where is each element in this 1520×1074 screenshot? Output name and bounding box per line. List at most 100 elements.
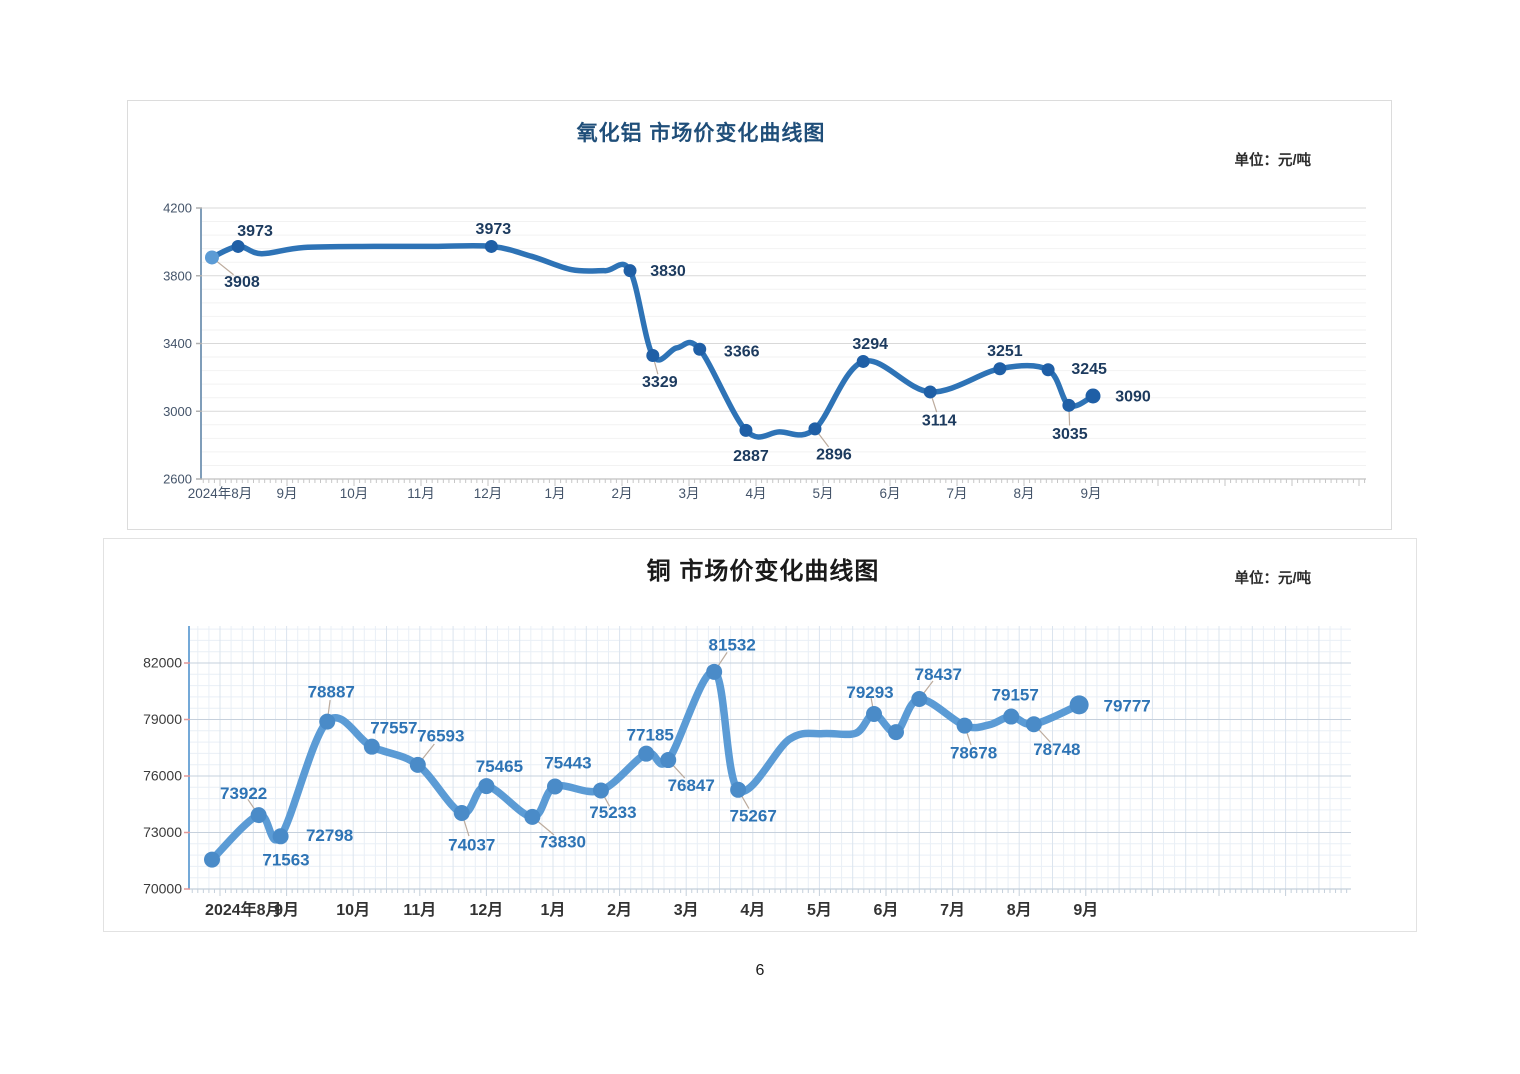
copper-chart-unit-label: 单位：元/吨: [1234, 571, 1311, 587]
data-point-value-label: 3294: [852, 336, 888, 353]
price-line: [208, 668, 1083, 864]
alumina-chart-plot: 2600 3000 3400 3800 4200 2024年8月 9月 10月 11月 12月 1月…: [163, 201, 1366, 502]
x-axis-month-label: 12月: [469, 901, 503, 919]
data-point-marker: [231, 239, 245, 253]
x-axis-month-label: 10月: [340, 486, 369, 501]
data-point-marker: [546, 778, 563, 795]
x-axis-month-label: 2024年8月: [205, 900, 282, 919]
data-point-value-label: 78437: [915, 665, 962, 684]
data-point-value-label: 77557: [370, 718, 417, 737]
data-point-marker: [484, 239, 498, 253]
alumina-chart-title: 氧化铝 市场价变化曲线图: [576, 122, 826, 145]
data-point-marker: [646, 349, 660, 363]
data-point-value-label: 79157: [992, 685, 1039, 704]
data-point-marker: [204, 851, 221, 868]
x-axis-month-label: 5月: [807, 901, 832, 919]
data-point-marker: [453, 804, 470, 821]
x-axis-month-label: 2024年8月: [188, 486, 253, 501]
data-point-marker: [409, 756, 426, 773]
data-point-marker: [706, 663, 723, 680]
data-point-marker: [739, 423, 753, 437]
data-point-value-label: 76593: [417, 727, 464, 746]
data-point-value-label: 78748: [1033, 740, 1080, 759]
axis-labels: 2600 3000 3400 3800 4200 2024年8月 9月 10月 11月 12月 1月…: [163, 201, 1101, 502]
alumina-chart-unit-label: 单位：元/吨: [1234, 153, 1311, 169]
x-axis-month-label: 7月: [946, 486, 967, 501]
data-point-value-label: 79293: [846, 683, 893, 702]
data-point-value-label: 73830: [539, 833, 586, 852]
data-point-value-label: 75465: [476, 757, 523, 776]
x-axis-month-label: 10月: [336, 901, 370, 919]
data-point-marker: [272, 828, 289, 845]
data-point-marker: [923, 385, 937, 399]
x-axis-month-label: 3月: [674, 901, 699, 919]
data-point-marker: [956, 717, 973, 734]
data-point-marker: [592, 782, 609, 799]
x-axis-month-label: 9月: [1080, 486, 1101, 501]
data-point-value-label: 81532: [709, 636, 756, 655]
data-point-value-label: 3366: [724, 344, 760, 361]
x-axis-month-label: 11月: [403, 901, 436, 919]
x-axis-month-label: 9月: [274, 901, 299, 919]
data-point-marker: [887, 724, 904, 741]
x-axis-month-label: 2月: [611, 486, 632, 501]
data-point-value-label: 3908: [224, 274, 260, 291]
x-axis-month-label: 8月: [1007, 901, 1032, 919]
data-point-value-label: 3245: [1071, 361, 1107, 378]
x-axis-month-label: 2月: [607, 901, 632, 919]
data-point-value-label: 75233: [589, 803, 636, 822]
data-point-value-label: 75443: [544, 753, 591, 772]
data-point-marker: [363, 738, 380, 755]
copper-chart-title: 铜 市场价变化曲线图: [646, 558, 880, 585]
data-point-value-label: 77185: [627, 725, 674, 744]
axes: [184, 626, 1351, 896]
data-point-marker: [1003, 708, 1020, 725]
data-point-marker: [250, 807, 267, 824]
axes: [196, 207, 1366, 486]
x-axis-month-label: 6月: [879, 486, 900, 501]
x-axis-month-label: 1月: [544, 486, 565, 501]
y-axis-tick-label: 3800: [163, 268, 192, 283]
data-point-marker: [866, 705, 883, 722]
data-point-marker: [1085, 388, 1101, 404]
y-axis-tick-label: 73000: [143, 824, 182, 840]
data-point-marker: [856, 354, 870, 368]
data-point-marker: [660, 752, 677, 769]
x-axis-month-label: 1月: [541, 901, 566, 919]
data-point-value-label: 71563: [262, 850, 309, 869]
data-point-marker: [1069, 695, 1089, 715]
data-point-marker: [730, 781, 747, 798]
data-point-value-label: 79777: [1103, 697, 1150, 716]
x-axis-month-label: 11月: [407, 486, 435, 501]
data-labels: 71563 73922 72798 78887 77557 76593 74037 75465…: [220, 636, 1151, 870]
x-axis-month-label: 4月: [745, 486, 766, 501]
x-axis-month-label: 8月: [1013, 486, 1034, 501]
copper-chart-panel: 铜 市场价变化曲线图 单位：元/吨 70000 73000 76000 79000 82…: [103, 538, 1417, 932]
grid: [201, 207, 1366, 480]
data-point-value-label: 3114: [922, 412, 957, 429]
alumina-chart-panel: 氧化铝 市场价变化曲线图 单位：元/吨 2600 3000 3400 3800 4200…: [127, 100, 1392, 530]
data-point-markers: [204, 663, 1089, 868]
data-point-value-label: 76847: [668, 776, 715, 795]
data-point-value-label: 3035: [1052, 426, 1088, 443]
data-point-value-label: 78887: [308, 682, 355, 701]
y-axis-tick-label: 2600: [163, 472, 192, 487]
data-point-marker: [478, 778, 495, 795]
data-point-marker: [1062, 398, 1076, 412]
data-point-value-label: 3251: [987, 343, 1023, 360]
data-point-markers: [204, 239, 1101, 437]
x-axis-month-label: 9月: [276, 486, 297, 501]
data-point-value-label: 74037: [448, 836, 495, 855]
data-point-value-label: 3090: [1115, 388, 1151, 405]
y-axis-tick-label: 70000: [143, 881, 182, 897]
data-point-value-label: 2896: [816, 446, 852, 463]
data-point-marker: [911, 690, 928, 707]
data-point-value-label: 3973: [237, 223, 273, 240]
x-axis-month-label: 5月: [812, 486, 833, 501]
x-axis-month-label: 9月: [1073, 901, 1098, 919]
x-axis-month-label: 6月: [874, 901, 899, 919]
y-axis-tick-label: 3400: [163, 336, 192, 351]
y-axis-tick-label: 76000: [143, 768, 182, 784]
